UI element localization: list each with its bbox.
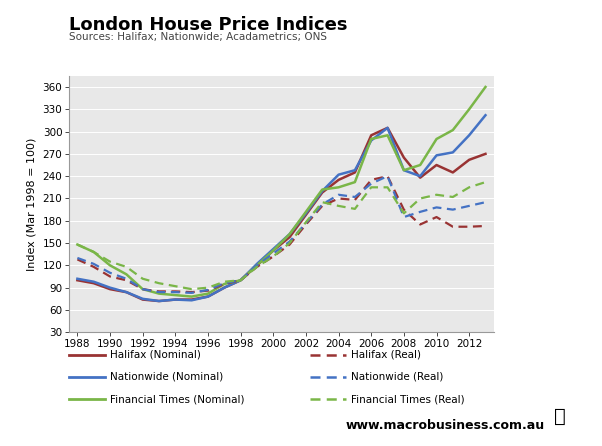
Text: Financial Times (Real): Financial Times (Real) bbox=[351, 394, 465, 404]
Y-axis label: Index (Mar 1998 = 100): Index (Mar 1998 = 100) bbox=[27, 137, 37, 271]
Text: Sources: Halifax; Nationwide; Acadametrics; ONS: Sources: Halifax; Nationwide; Acadametri… bbox=[69, 32, 327, 42]
Text: Halifax (Nominal): Halifax (Nominal) bbox=[110, 350, 201, 359]
Text: London House Price Indices: London House Price Indices bbox=[69, 16, 348, 33]
Text: 🐺: 🐺 bbox=[554, 407, 566, 425]
Text: Nationwide (Nominal): Nationwide (Nominal) bbox=[110, 372, 223, 382]
Text: MACRO: MACRO bbox=[519, 21, 577, 35]
Text: Nationwide (Real): Nationwide (Real) bbox=[351, 372, 443, 382]
Text: Financial Times (Nominal): Financial Times (Nominal) bbox=[110, 394, 244, 404]
Text: BUSINESS: BUSINESS bbox=[517, 43, 579, 53]
Text: www.macrobusiness.com.au: www.macrobusiness.com.au bbox=[346, 419, 545, 432]
Text: Halifax (Real): Halifax (Real) bbox=[351, 350, 421, 359]
